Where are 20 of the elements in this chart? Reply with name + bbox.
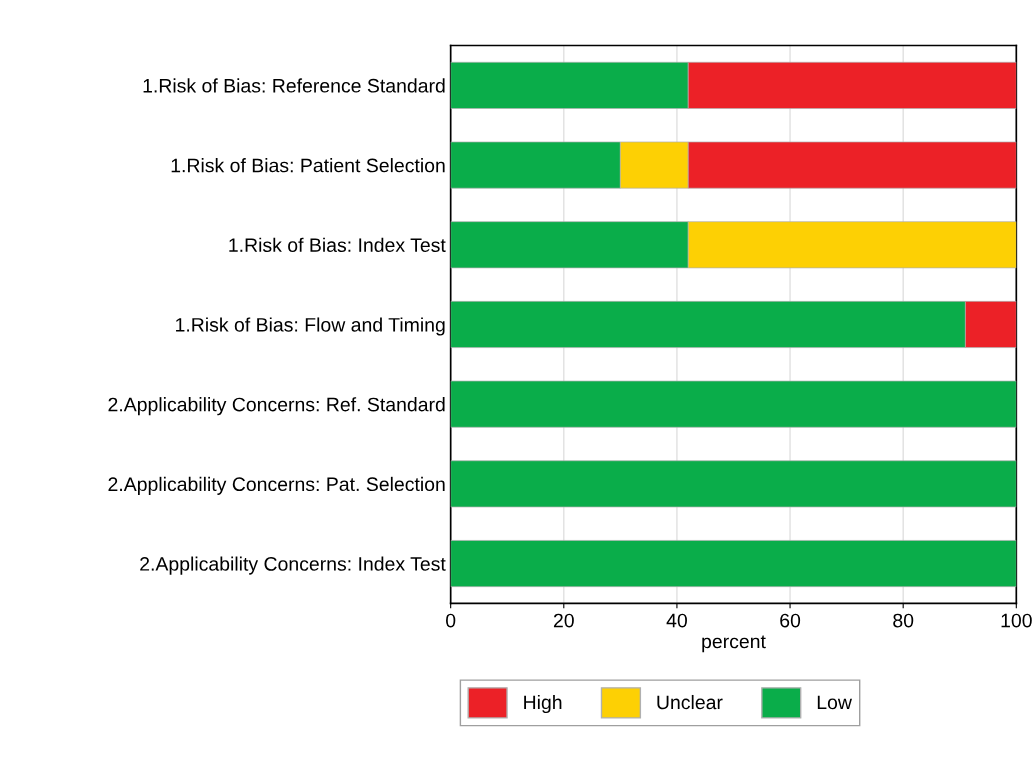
bar [450,540,1017,588]
y-tick-label: 1.Risk of Bias: Reference Standard [143,78,445,93]
x-tick-label: 100 [1001,613,1032,628]
legend-label: Low [817,695,852,710]
y-tick-label: 1.Risk of Bias: Index Test [229,237,446,253]
x-tick-label: 40 [666,613,687,628]
x-tick-label: 60 [780,613,801,628]
x-axis-title: percent [702,635,766,653]
y-tick-label: 2.Applicability Concerns: Ref. Standard [108,397,445,416]
x-tick-label: 80 [893,613,914,628]
x-tick-label: 0 [446,613,456,628]
legend-label: High [524,694,562,714]
x-tick-label: 20 [553,613,574,628]
y-tick-label: 1.Risk of Bias: Flow and Timing [176,317,445,336]
y-tick-label: 2.Applicability Concerns: Pat. Selection [108,476,445,495]
bar [450,380,1017,428]
y-tick-label: 1.Risk of Bias: Patient Selection [171,158,445,173]
bar [450,460,1017,508]
legend-label: Unclear [657,694,723,710]
y-tick-label: 2.Applicability Concerns: Index Test [140,556,446,575]
